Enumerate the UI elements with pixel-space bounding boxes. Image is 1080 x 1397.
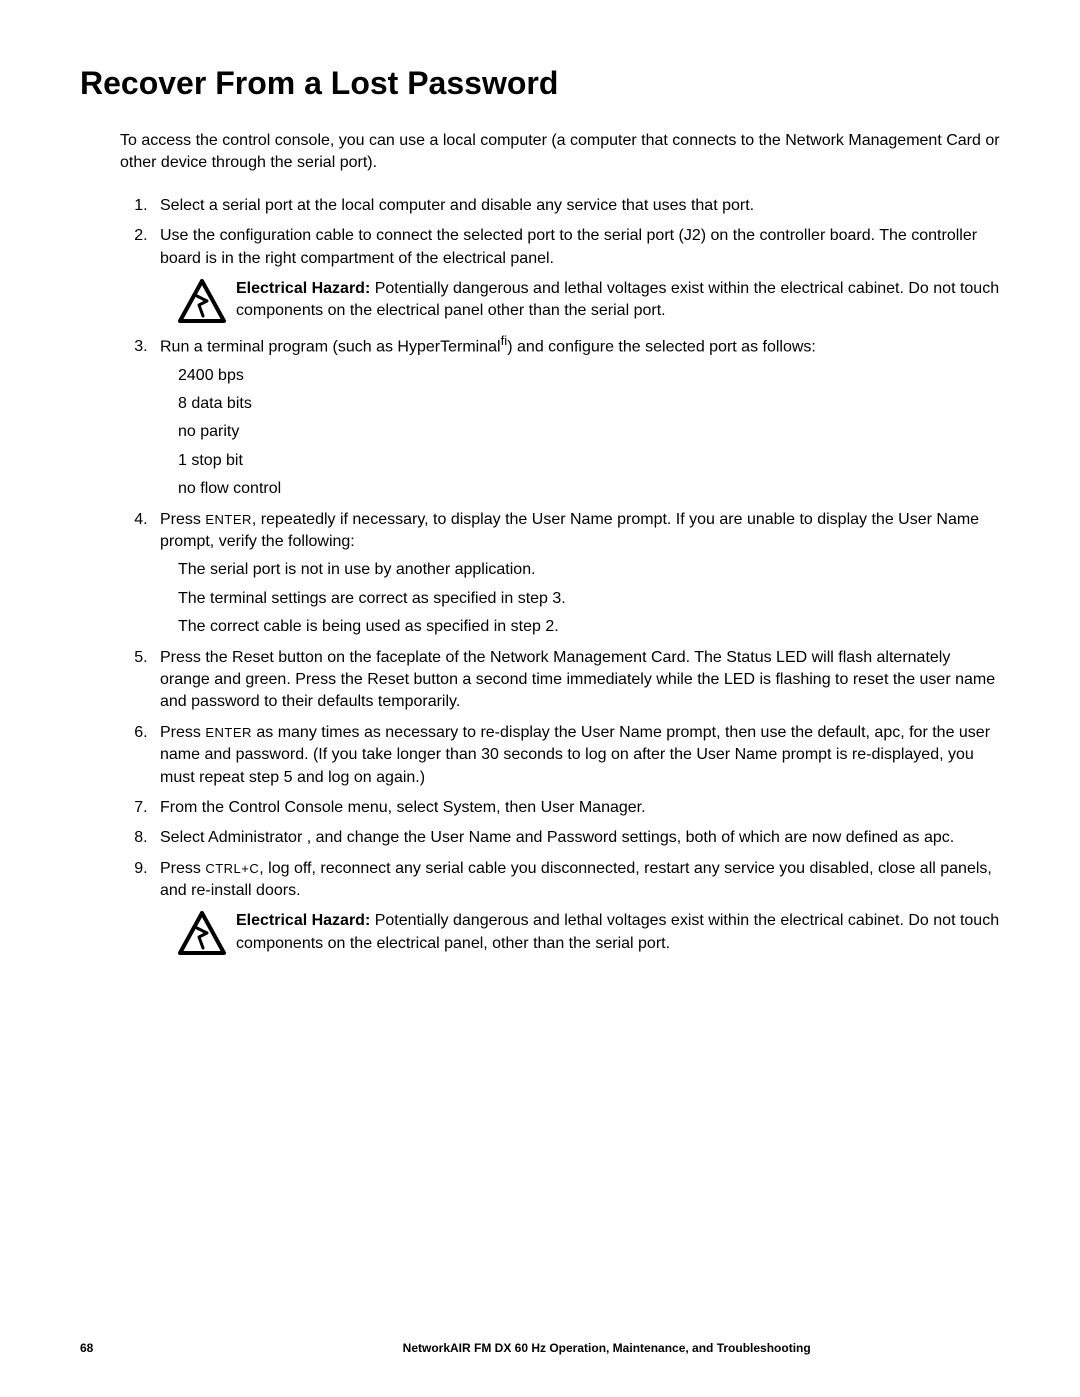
s3-l4: 1 stop bit bbox=[178, 450, 1000, 472]
s3-l2: 8 data bits bbox=[178, 393, 1000, 415]
step-3-text-b: ) and configure the selected port as fol… bbox=[507, 338, 816, 355]
step-3-text-a: Run a terminal program (such as HyperTer… bbox=[160, 338, 501, 355]
page-title: Recover From a Lost Password bbox=[80, 65, 1000, 102]
step-6: Press ENTER as many times as necessary t… bbox=[152, 722, 1000, 789]
hazard-triangle-icon bbox=[178, 910, 226, 956]
footer-doc-title: NetworkAIR FM DX 60 Hz Operation, Mainte… bbox=[213, 1341, 1000, 1355]
page-number: 68 bbox=[80, 1341, 93, 1355]
s3-l1: 2400 bps bbox=[178, 365, 1000, 387]
step-2-text: Use the configuration cable to connect t… bbox=[160, 227, 977, 266]
steps-list: Select a serial port at the local comput… bbox=[152, 195, 1000, 957]
step-2: Use the configuration cable to connect t… bbox=[152, 225, 1000, 324]
step-5: Press the Reset button on the faceplate … bbox=[152, 647, 1000, 714]
step-6-b: as many times as necessary to re-display… bbox=[160, 724, 990, 786]
hazard-triangle-icon bbox=[178, 278, 226, 324]
s4-l3: The correct cable is being used as speci… bbox=[178, 616, 1000, 638]
step-4-b: , repeatedly if necessary, to display th… bbox=[160, 511, 979, 550]
hazard-text-1: Electrical Hazard: Potentially dangerous… bbox=[236, 278, 1000, 323]
hazard-box-1: Electrical Hazard: Potentially dangerous… bbox=[178, 278, 1000, 324]
s3-l3: no parity bbox=[178, 421, 1000, 443]
step-6-a: Press bbox=[160, 724, 205, 741]
step-9-b: , log off, reconnect any serial cable yo… bbox=[160, 860, 992, 899]
s4-l1: The serial port is not in use by another… bbox=[178, 559, 1000, 581]
step-7: From the Control Console menu, select Sy… bbox=[152, 797, 1000, 819]
hazard-label-2: Electrical Hazard: bbox=[236, 912, 370, 929]
step-3: Run a terminal program (such as HyperTer… bbox=[152, 332, 1000, 501]
step-4: Press ENTER, repeatedly if necessary, to… bbox=[152, 509, 1000, 639]
hazard-box-2: Electrical Hazard: Potentially dangerous… bbox=[178, 910, 1000, 956]
ctrl-c-key: CTRL+C bbox=[205, 861, 259, 876]
step-3-sub: 2400 bps 8 data bits no parity 1 stop bi… bbox=[178, 365, 1000, 501]
s4-l2: The terminal settings are correct as spe… bbox=[178, 588, 1000, 610]
hazard-text-2: Electrical Hazard: Potentially dangerous… bbox=[236, 910, 1000, 955]
step-1: Select a serial port at the local comput… bbox=[152, 195, 1000, 217]
step-4-a: Press bbox=[160, 511, 205, 528]
step-4-sub: The serial port is not in use by another… bbox=[178, 559, 1000, 638]
intro-paragraph: To access the control console, you can u… bbox=[120, 130, 1000, 175]
enter-key-2: ENTER bbox=[205, 725, 252, 740]
step-9: Press CTRL+C, log off, reconnect any ser… bbox=[152, 858, 1000, 957]
enter-key-1: ENTER bbox=[205, 512, 252, 527]
s3-l5: no flow control bbox=[178, 478, 1000, 500]
step-8: Select Administrator , and change the Us… bbox=[152, 827, 1000, 849]
page-footer: 68 NetworkAIR FM DX 60 Hz Operation, Mai… bbox=[80, 1341, 1000, 1355]
step-9-a: Press bbox=[160, 860, 205, 877]
hazard-label: Electrical Hazard: bbox=[236, 280, 370, 297]
